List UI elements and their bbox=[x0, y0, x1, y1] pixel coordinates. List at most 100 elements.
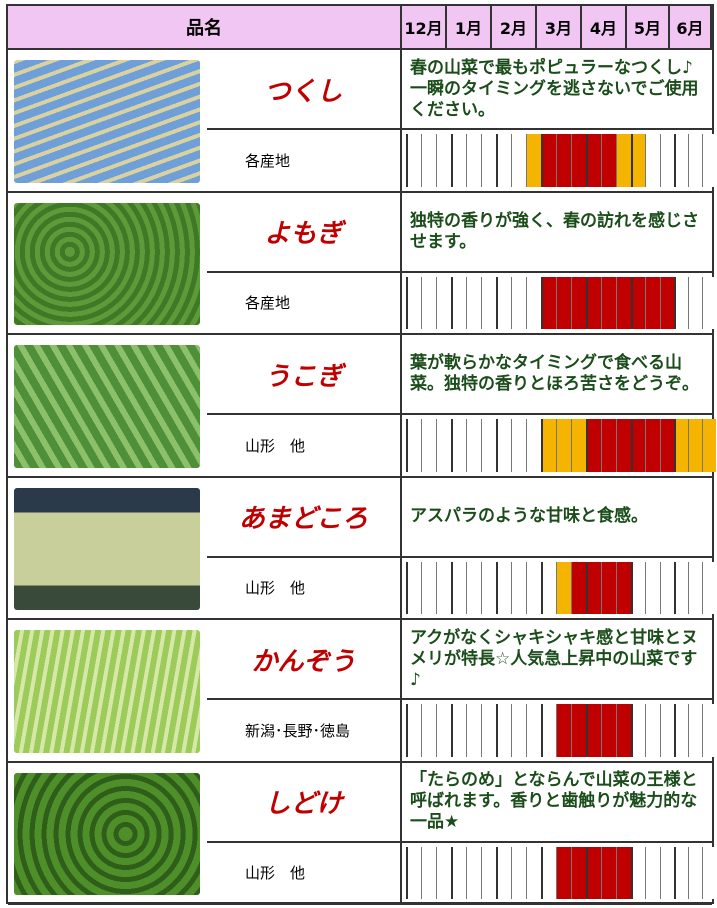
season-cell bbox=[571, 704, 586, 757]
season-cell bbox=[674, 846, 688, 899]
season-cell bbox=[526, 276, 541, 329]
season-cell bbox=[541, 276, 556, 329]
season-cell bbox=[659, 561, 674, 614]
season-cell bbox=[451, 419, 466, 472]
season-cell bbox=[659, 419, 674, 472]
season-cell bbox=[481, 419, 496, 472]
season-cell bbox=[586, 561, 601, 614]
season-cell bbox=[631, 704, 646, 757]
season-cell bbox=[436, 561, 451, 614]
season-cell bbox=[406, 846, 421, 899]
header-month: 2月 bbox=[492, 6, 537, 50]
season-cell bbox=[601, 276, 616, 329]
season-cell bbox=[571, 276, 586, 329]
header-month: 4月 bbox=[582, 6, 627, 50]
season-cell bbox=[674, 704, 688, 757]
header-month: 12月 bbox=[402, 6, 447, 50]
season-cell bbox=[659, 276, 674, 329]
season-cell bbox=[511, 419, 526, 472]
region-text: 山形 他 bbox=[245, 864, 306, 883]
season-cell bbox=[556, 846, 571, 899]
item-name: よもぎ bbox=[207, 192, 402, 273]
season-cell bbox=[659, 846, 674, 899]
season-cell bbox=[688, 561, 702, 614]
season-cell bbox=[674, 276, 688, 329]
season-cell bbox=[688, 846, 702, 899]
season-cell bbox=[421, 704, 436, 757]
season-cell bbox=[541, 846, 556, 899]
season-cell bbox=[451, 276, 466, 329]
season-cell bbox=[601, 704, 616, 757]
region-text: 各産地 bbox=[245, 151, 291, 170]
season-calendar bbox=[402, 843, 716, 905]
header-name: 品名 bbox=[8, 6, 402, 50]
season-cell bbox=[586, 276, 601, 329]
season-cell bbox=[616, 704, 631, 757]
season-cell bbox=[541, 419, 556, 472]
season-cell bbox=[645, 561, 660, 614]
season-cell bbox=[511, 276, 526, 329]
season-cell bbox=[421, 561, 436, 614]
season-cell bbox=[631, 419, 646, 472]
region-text: 各産地 bbox=[245, 294, 291, 313]
item-description: アクがなくシャキシャキ感と甘味とヌメリが特長☆人気急上昇中の山菜です♪ bbox=[402, 620, 712, 700]
photo bbox=[14, 630, 200, 753]
item-region: 山形 他 bbox=[207, 842, 402, 905]
photo bbox=[14, 772, 200, 895]
item-description: アスパラのような甘味と食感。 bbox=[402, 478, 712, 558]
season-cell bbox=[436, 704, 451, 757]
season-cell bbox=[421, 134, 436, 187]
season-cell bbox=[659, 134, 674, 187]
season-cell bbox=[586, 134, 601, 187]
season-cell bbox=[406, 276, 421, 329]
season-cell bbox=[436, 134, 451, 187]
photo-cell bbox=[8, 335, 207, 478]
item-name: しどけ bbox=[207, 762, 402, 843]
season-cell bbox=[631, 276, 646, 329]
header-month: 6月 bbox=[670, 6, 712, 50]
season-cell bbox=[451, 134, 466, 187]
item-region: 新潟･長野･徳島 bbox=[207, 700, 402, 763]
season-cell bbox=[571, 846, 586, 899]
season-cell bbox=[481, 846, 496, 899]
season-cell bbox=[406, 561, 421, 614]
season-cell bbox=[616, 134, 631, 187]
season-cell bbox=[586, 419, 601, 472]
season-cell bbox=[571, 134, 586, 187]
season-cell bbox=[688, 134, 702, 187]
season-cell bbox=[451, 561, 466, 614]
season-cell bbox=[466, 704, 481, 757]
season-cell bbox=[702, 561, 716, 614]
item-region: 山形 他 bbox=[207, 415, 402, 478]
photo bbox=[14, 345, 200, 468]
item-description: 独特の香りが強く、春の訪れを感じさせます。 bbox=[402, 193, 712, 273]
season-cell bbox=[601, 419, 616, 472]
season-cell bbox=[496, 561, 511, 614]
season-cell bbox=[541, 561, 556, 614]
season-cell bbox=[586, 704, 601, 757]
season-cell bbox=[481, 704, 496, 757]
season-cell bbox=[451, 846, 466, 899]
season-cell bbox=[702, 704, 716, 757]
season-cell bbox=[466, 419, 481, 472]
season-calendar bbox=[402, 130, 716, 193]
season-cell bbox=[674, 419, 688, 472]
season-cell bbox=[645, 134, 660, 187]
season-cell bbox=[526, 561, 541, 614]
photo bbox=[14, 487, 200, 610]
season-cell bbox=[496, 704, 511, 757]
season-calendar bbox=[402, 273, 716, 335]
season-cell bbox=[571, 561, 586, 614]
season-cell bbox=[645, 276, 660, 329]
season-cell bbox=[421, 276, 436, 329]
season-cell bbox=[421, 846, 436, 899]
season-cell bbox=[702, 134, 716, 187]
photo bbox=[14, 60, 200, 183]
season-cell bbox=[616, 276, 631, 329]
season-cell bbox=[526, 846, 541, 899]
season-cell bbox=[481, 134, 496, 187]
season-cell bbox=[406, 704, 421, 757]
season-cell bbox=[556, 276, 571, 329]
region-text: 新潟･長野･徳島 bbox=[245, 721, 351, 740]
item-name: つくし bbox=[207, 50, 402, 130]
